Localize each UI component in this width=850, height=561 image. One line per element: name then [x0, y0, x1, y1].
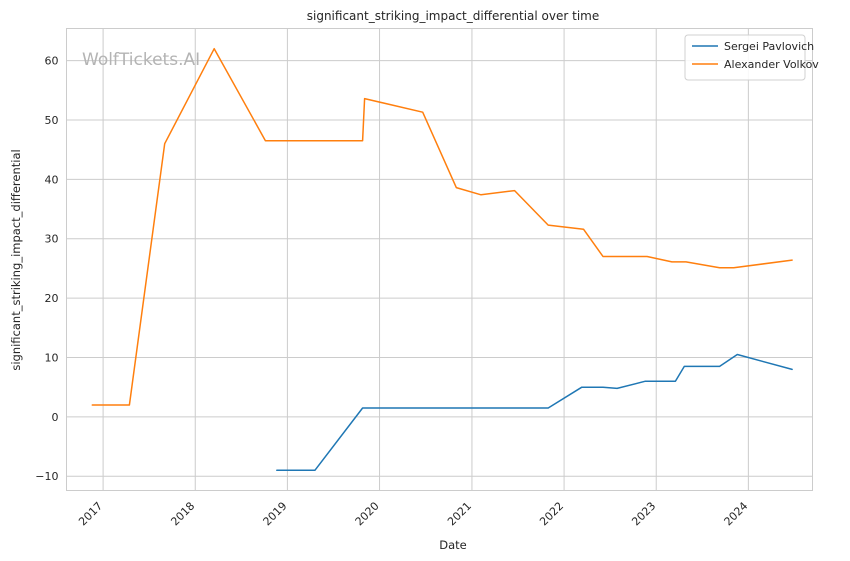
x-axis-title: Date	[439, 538, 467, 552]
y-axis-title: significant_striking_impact_differential	[9, 149, 23, 370]
y-tick-label: −10	[35, 470, 58, 483]
series-layer	[91, 47, 793, 472]
legend-label-2: Alexander Volkov	[724, 58, 819, 71]
y-tick-label: 50	[45, 114, 59, 127]
y-tick-label: 0	[52, 411, 59, 424]
y-tick-label: 30	[45, 233, 59, 246]
y-tick-label: 20	[45, 292, 59, 305]
y-gridlines	[66, 60, 813, 477]
watermark-text: WolfTickets.AI	[82, 50, 200, 70]
y-tick-label: 10	[45, 351, 59, 364]
y-tick-label: 60	[45, 55, 59, 68]
series-line-1	[276, 353, 793, 472]
plot-area	[66, 28, 813, 491]
x-gridlines	[102, 28, 749, 491]
chart-title: significant_striking_impact_differential…	[307, 9, 599, 23]
y-tick-label: 40	[45, 173, 59, 186]
legend-label-1: Sergei Pavlovich	[724, 40, 814, 53]
series-line-2	[91, 47, 793, 406]
y-tick-labels: −10 0 10 20 30 40 50 60	[35, 55, 58, 484]
legend: Sergei Pavlovich Alexander Volkov	[684, 34, 819, 81]
